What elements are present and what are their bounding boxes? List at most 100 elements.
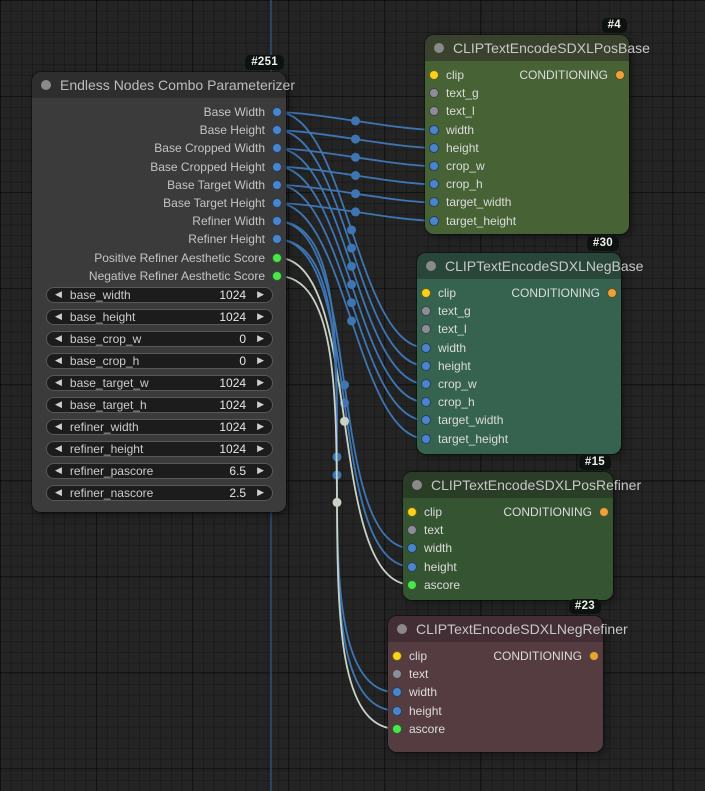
widget-base_crop_h[interactable]: ◀ base_crop_h 0 ▶ [46, 352, 273, 369]
widget-refiner_pascore[interactable]: ◀ refiner_pascore 6.5 ▶ [46, 462, 273, 479]
widget-value[interactable]: 1024 [219, 375, 247, 390]
height-input-port[interactable] [421, 360, 431, 371]
width-input-port[interactable] [421, 342, 431, 353]
node-Endless Nodes Combo Parameterizer[interactable]: #251 Endless Nodes Combo Parameterizer B… [32, 55, 295, 512]
clip-input-port[interactable] [392, 651, 402, 662]
text_l-input-port[interactable] [429, 106, 439, 117]
node-CLIPTextEncodeSDXLNegBase[interactable]: #30 CLIPTextEncodeSDXLNegBase clip text_g… [417, 236, 643, 454]
text_g-input-port[interactable] [421, 306, 431, 317]
widget-refiner_height[interactable]: ◀ refiner_height 1024 ▶ [46, 440, 273, 457]
decrement-arrow-icon[interactable]: ◀ [55, 311, 62, 322]
Base Width-output-port[interactable] [272, 107, 282, 118]
collapse-dot-icon[interactable] [426, 261, 436, 271]
text_g-input-port[interactable] [429, 88, 439, 99]
text-input-port[interactable] [392, 669, 402, 680]
Base Target Height-output-port[interactable] [272, 198, 282, 209]
decrement-arrow-icon[interactable]: ◀ [55, 377, 62, 388]
node-title-bar[interactable]: Endless Nodes Combo Parameterizer [32, 72, 295, 98]
increment-arrow-icon[interactable]: ▶ [257, 377, 264, 388]
decrement-arrow-icon[interactable]: ◀ [55, 333, 62, 344]
widget-value[interactable]: 0 [239, 353, 247, 368]
widget-base_target_w[interactable]: ◀ base_target_w 1024 ▶ [46, 374, 273, 391]
ascore-input-port[interactable] [407, 579, 417, 590]
clip-input-port[interactable] [429, 70, 439, 81]
decrement-arrow-icon[interactable]: ◀ [55, 355, 62, 366]
Base Height-output-port[interactable] [272, 125, 282, 136]
widget-value[interactable]: 1024 [219, 441, 247, 456]
collapse-dot-icon[interactable] [41, 80, 51, 90]
increment-arrow-icon[interactable]: ▶ [257, 421, 264, 432]
height-input-port[interactable] [407, 561, 417, 572]
ascore-input-port[interactable] [392, 723, 402, 734]
CONDITIONING-output-port[interactable] [607, 288, 617, 299]
crop_h-input-port[interactable] [421, 397, 431, 408]
slot-label: crop_w [438, 377, 477, 392]
widget-value[interactable]: 1024 [219, 419, 247, 434]
target_height-input-port[interactable] [421, 433, 431, 444]
node-title-bar[interactable]: CLIPTextEncodeSDXLNegRefiner [388, 616, 628, 642]
decrement-arrow-icon[interactable]: ◀ [55, 465, 62, 476]
node-CLIPTextEncodeSDXLPosBase[interactable]: #4 CLIPTextEncodeSDXLPosBase clip text_g t… [425, 18, 650, 234]
node-CLIPTextEncodeSDXLNegRefiner[interactable]: #23 CLIPTextEncodeSDXLNegRefiner clip tex… [388, 599, 628, 752]
CONDITIONING-output-port[interactable] [589, 651, 599, 662]
increment-arrow-icon[interactable]: ▶ [257, 333, 264, 344]
increment-arrow-icon[interactable]: ▶ [257, 443, 264, 454]
Base Cropped Width-output-port[interactable] [272, 143, 282, 154]
crop_h-input-port[interactable] [429, 179, 439, 190]
height-input-port[interactable] [392, 705, 402, 716]
node-CLIPTextEncodeSDXLPosRefiner[interactable]: #15 CLIPTextEncodeSDXLPosRefiner clip tex… [403, 455, 641, 600]
crop_w-input-port[interactable] [429, 161, 439, 172]
clip-input-port[interactable] [421, 288, 431, 299]
widget-value[interactable]: 6.5 [229, 463, 247, 478]
crop_w-input-port[interactable] [421, 379, 431, 390]
CONDITIONING-output-port[interactable] [615, 70, 625, 81]
Refiner Width-output-port[interactable] [272, 216, 282, 227]
Refiner Height-output-port[interactable] [272, 234, 282, 245]
Positive Refiner Aesthetic Score-output-port[interactable] [272, 252, 282, 263]
increment-arrow-icon[interactable]: ▶ [257, 465, 264, 476]
target_height-input-port[interactable] [429, 215, 439, 226]
width-input-port[interactable] [407, 543, 417, 554]
increment-arrow-icon[interactable]: ▶ [257, 487, 264, 498]
node-title-bar[interactable]: CLIPTextEncodeSDXLPosBase [425, 35, 650, 61]
widget-refiner_width[interactable]: ◀ refiner_width 1024 ▶ [46, 418, 273, 435]
decrement-arrow-icon[interactable]: ◀ [55, 289, 62, 300]
node-title-bar[interactable]: CLIPTextEncodeSDXLPosRefiner [403, 472, 641, 498]
target_width-input-port[interactable] [421, 415, 431, 426]
widget-base_target_h[interactable]: ◀ base_target_h 1024 ▶ [46, 396, 273, 413]
increment-arrow-icon[interactable]: ▶ [257, 399, 264, 410]
clip-input-port[interactable] [407, 507, 417, 518]
increment-arrow-icon[interactable]: ▶ [257, 311, 264, 322]
widget-base_height[interactable]: ◀ base_height 1024 ▶ [46, 308, 273, 325]
widget-value[interactable]: 1024 [219, 397, 247, 412]
widget-base_crop_w[interactable]: ◀ base_crop_w 0 ▶ [46, 330, 273, 347]
width-input-port[interactable] [392, 687, 402, 698]
increment-arrow-icon[interactable]: ▶ [257, 289, 264, 300]
slot-label: ascore [409, 721, 446, 736]
Negative Refiner Aesthetic Score-output-port[interactable] [272, 270, 282, 281]
text-input-port[interactable] [407, 525, 417, 536]
width-input-port[interactable] [429, 124, 439, 135]
decrement-arrow-icon[interactable]: ◀ [55, 421, 62, 432]
target_width-input-port[interactable] [429, 197, 439, 208]
CONDITIONING-output-port[interactable] [599, 507, 609, 518]
widget-value[interactable]: 1024 [219, 287, 247, 302]
collapse-dot-icon[interactable] [412, 480, 422, 490]
widget-refiner_nascore[interactable]: ◀ refiner_nascore 2.5 ▶ [46, 484, 273, 501]
node-title-bar[interactable]: CLIPTextEncodeSDXLNegBase [417, 253, 643, 279]
collapse-dot-icon[interactable] [434, 43, 444, 53]
collapse-dot-icon[interactable] [397, 624, 407, 634]
widget-value[interactable]: 0 [239, 331, 247, 346]
height-input-port[interactable] [429, 142, 439, 153]
decrement-arrow-icon[interactable]: ◀ [55, 487, 62, 498]
Base Cropped Height-output-port[interactable] [272, 161, 282, 172]
decrement-arrow-icon[interactable]: ◀ [55, 399, 62, 410]
widget-value[interactable]: 2.5 [229, 485, 247, 500]
increment-arrow-icon[interactable]: ▶ [257, 355, 264, 366]
text_l-input-port[interactable] [421, 324, 431, 335]
Base Target Width-output-port[interactable] [272, 179, 282, 190]
widget-base_width[interactable]: ◀ base_width 1024 ▶ [46, 286, 273, 303]
decrement-arrow-icon[interactable]: ◀ [55, 443, 62, 454]
widget-value[interactable]: 1024 [219, 309, 247, 324]
